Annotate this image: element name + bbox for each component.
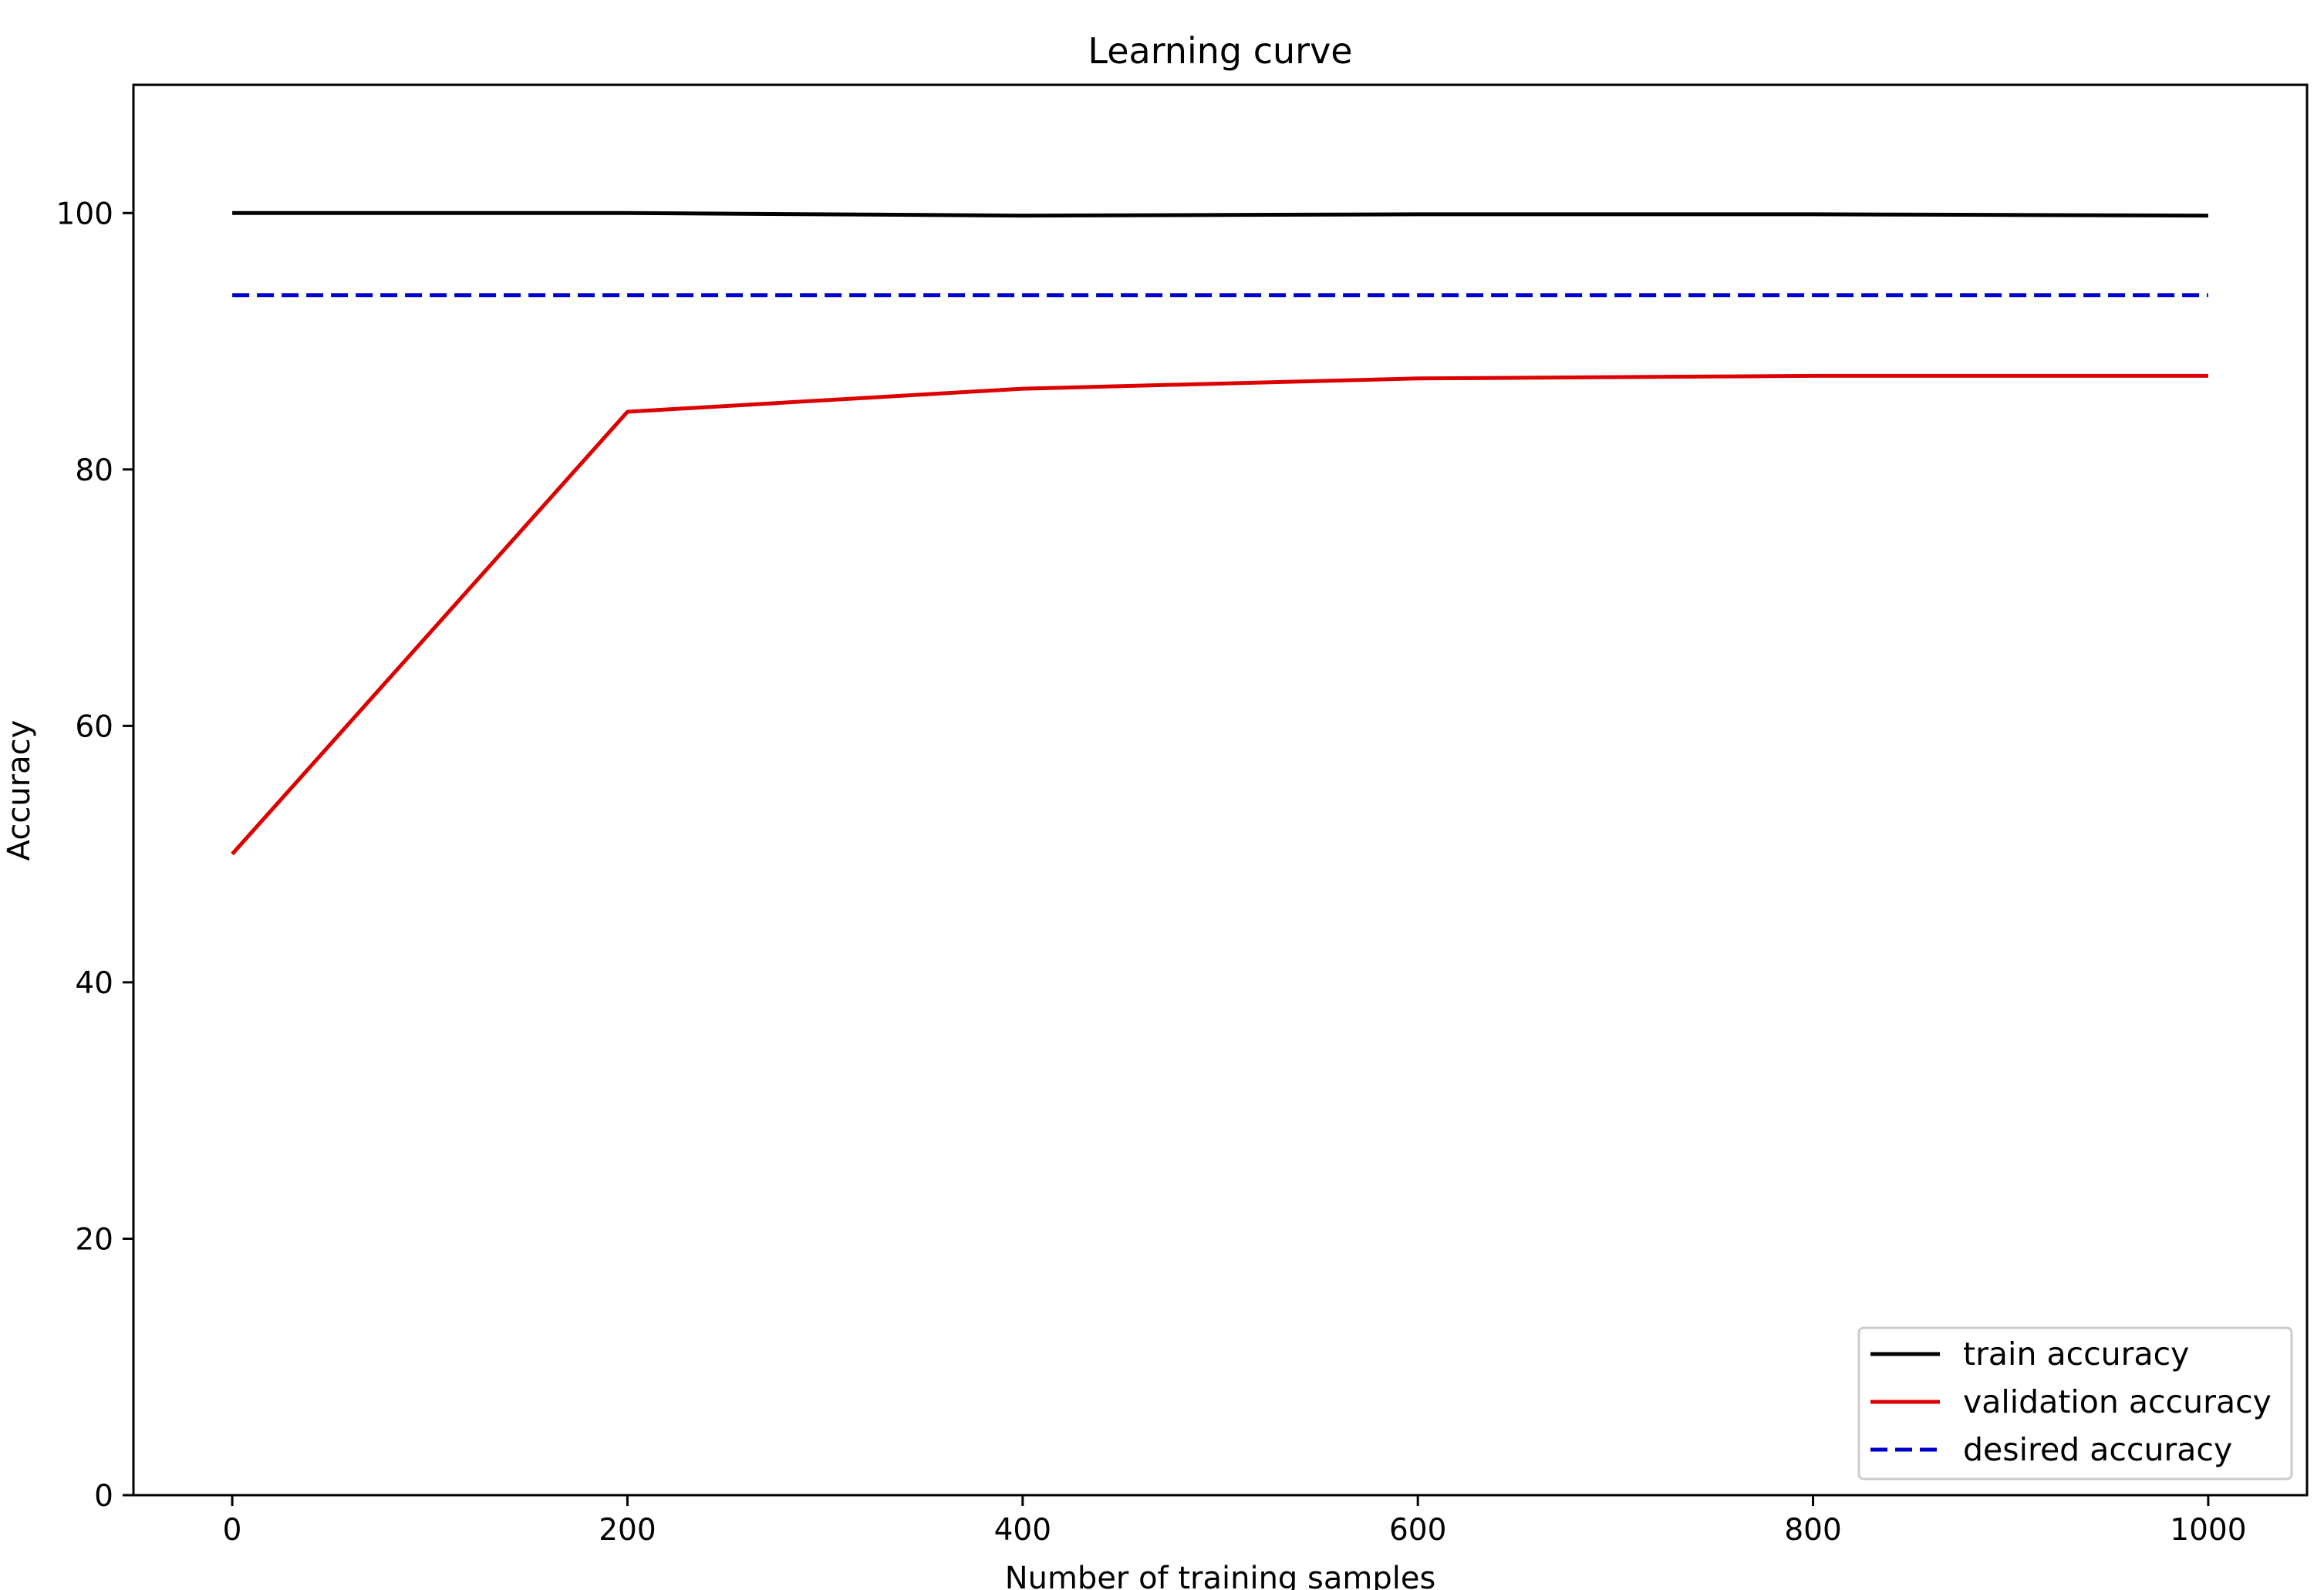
y-tick-label: 40 (75, 966, 113, 1001)
x-axis-label: Number of training samples (1005, 1561, 1436, 1590)
x-tick-label: 400 (994, 1513, 1051, 1548)
legend-label-train-accuracy: train accuracy (1963, 1336, 2189, 1373)
y-tick-label: 60 (75, 709, 113, 744)
y-axis: 0 20 40 60 80 100 (56, 197, 133, 1514)
chart-title: Learning curve (1088, 30, 1352, 72)
y-tick-label: 100 (56, 197, 113, 231)
legend-label-validation-accuracy: validation accuracy (1963, 1383, 2272, 1420)
series-line-validation-accuracy (231, 373, 2208, 856)
legend-label-desired-accuracy: desired accuracy (1963, 1431, 2232, 1468)
x-tick-label: 800 (1784, 1513, 1841, 1548)
x-tick-label: 200 (599, 1513, 656, 1548)
x-axis: 0 200 400 600 800 1000 (223, 1495, 2247, 1548)
x-tick-label: 1000 (2170, 1513, 2246, 1548)
y-tick-label: 0 (94, 1479, 113, 1514)
legend: train accuracy validation accuracy desir… (1857, 1326, 2293, 1481)
series-line-train-accuracy (232, 211, 2208, 218)
y-tick-label: 20 (75, 1222, 113, 1257)
series-lines (231, 211, 2208, 856)
x-tick-label: 0 (223, 1513, 242, 1548)
plot-area-frame (132, 83, 2309, 1497)
x-tick-label: 600 (1389, 1513, 1446, 1548)
legend-frame (1857, 1326, 2293, 1481)
y-tick-label: 80 (75, 453, 113, 488)
y-axis-label: Accuracy (2, 720, 37, 861)
